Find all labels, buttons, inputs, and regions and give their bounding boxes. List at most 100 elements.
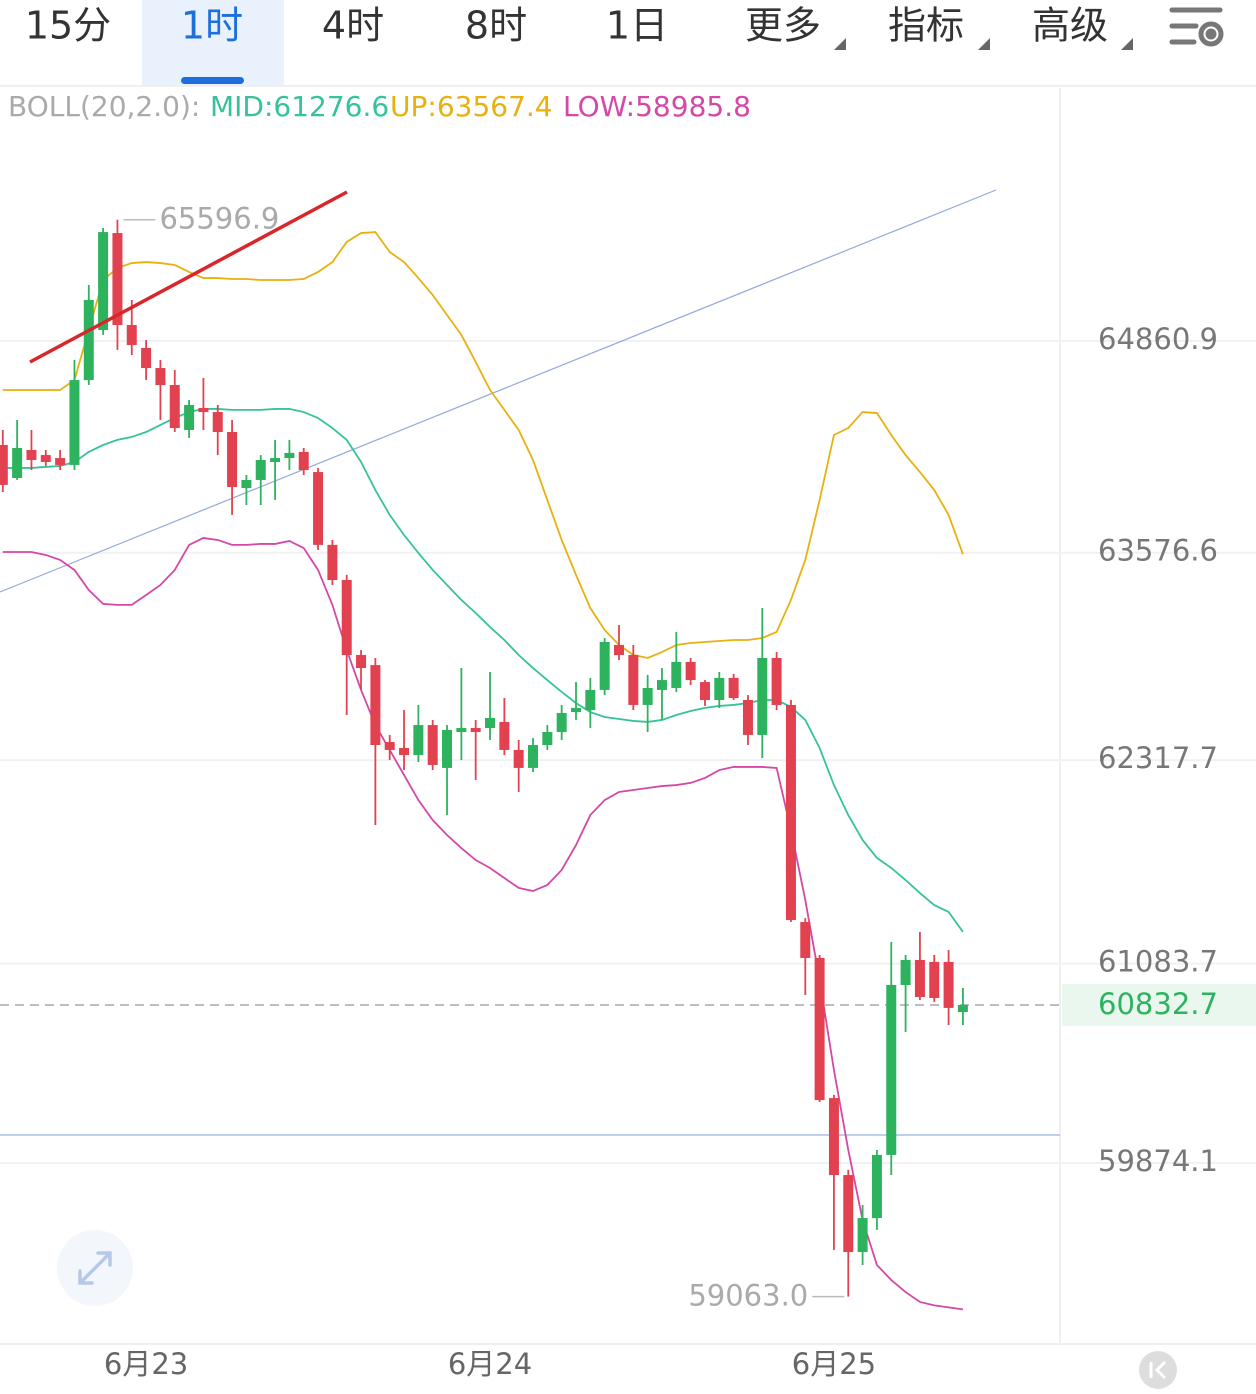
candle-body: [298, 451, 309, 471]
x-tick-label: 6月24: [448, 1347, 532, 1381]
settings-icon[interactable]: [1169, 7, 1224, 47]
plot-area: [0, 218, 1060, 1311]
candle-body: [155, 368, 166, 386]
candle-body: [542, 731, 553, 746]
trend-line: [0, 189, 997, 593]
y-tick-label: 62317.7: [1098, 741, 1218, 775]
candle-body: [943, 961, 954, 1008]
candle-body: [427, 725, 438, 765]
tab[interactable]: 1日: [606, 4, 668, 48]
candle-body: [556, 713, 567, 732]
candle-body: [169, 385, 180, 429]
candle-body: [671, 661, 682, 688]
candle-body: [384, 742, 395, 750]
candle-body: [642, 687, 653, 705]
candle-body: [800, 922, 811, 958]
candle-body: [843, 1175, 854, 1253]
y-tick-label: 59874.1: [1098, 1144, 1218, 1178]
candle-body: [12, 447, 23, 478]
candle-body: [413, 725, 424, 756]
candle-body: [198, 407, 209, 413]
candle-body: [69, 380, 80, 465]
active-tab-bg: [142, 0, 284, 85]
indicator-line: [2, 537, 964, 1311]
candle-body: [828, 1098, 839, 1176]
candle-body: [571, 707, 581, 713]
candle-body: [184, 404, 195, 431]
candle-body: [0, 445, 8, 485]
candle-body: [656, 680, 667, 690]
legend-item: UP:63567.4: [390, 90, 553, 123]
candle-body: [485, 717, 496, 729]
tab[interactable]: 15分: [25, 4, 111, 48]
candle-body: [341, 580, 352, 656]
candle-body: [83, 299, 94, 381]
tab[interactable]: 更多: [745, 4, 821, 48]
candle-body: [599, 641, 610, 690]
expand-button[interactable]: [57, 1230, 133, 1306]
candle-body: [470, 728, 481, 732]
candle-body: [728, 677, 739, 699]
tab[interactable]: 高级: [1032, 4, 1108, 48]
indicator-line: [2, 231, 964, 659]
legend-item: BOLL(20,2.0):: [8, 90, 200, 123]
candle-body: [212, 412, 223, 432]
tab[interactable]: 8时: [465, 4, 527, 48]
candle-body: [886, 984, 897, 1155]
candle-body: [26, 449, 37, 461]
high-marker-label: 65596.9: [159, 202, 279, 236]
candle-body: [499, 721, 510, 750]
x-tick-label: 6月23: [104, 1347, 188, 1381]
candle-body: [900, 959, 911, 985]
candle-body: [628, 655, 639, 705]
last-price-label: 60832.7: [1098, 987, 1218, 1021]
tab[interactable]: 指标: [888, 4, 964, 48]
trend-line-red: [29, 190, 348, 364]
grid: [0, 340, 1256, 1164]
y-tick-label: 61083.7: [1098, 945, 1218, 979]
candle-body: [241, 479, 252, 489]
candle-body: [757, 657, 768, 735]
candle-body: [857, 1218, 868, 1253]
candle-body: [270, 458, 281, 462]
candle-body: [685, 661, 696, 681]
tab[interactable]: 1时: [181, 4, 243, 48]
candle-body: [356, 655, 367, 669]
candle-body: [227, 431, 238, 488]
x-tick-label: 6月25: [792, 1347, 876, 1381]
candle-body: [957, 1004, 968, 1013]
candle-body: [742, 700, 753, 735]
candle-body: [55, 458, 66, 465]
candle-body: [528, 745, 539, 768]
candle-body: [442, 730, 453, 768]
candle-body: [126, 325, 137, 345]
candle-body: [871, 1154, 882, 1219]
y-tick-label: 64860.9: [1098, 322, 1218, 356]
reset-button[interactable]: [1139, 1351, 1177, 1389]
candle-body: [814, 957, 825, 1101]
indicator-line: [2, 408, 964, 933]
candle-body: [456, 728, 467, 732]
tab[interactable]: 4时: [322, 4, 384, 48]
candle-body: [699, 682, 710, 701]
low-marker-label: 59063.0: [688, 1279, 808, 1313]
candle-body: [255, 460, 266, 480]
candle-body: [771, 657, 782, 705]
candle-body: [399, 747, 410, 756]
candle-body: [40, 455, 51, 462]
dropdown-arrow: [978, 38, 990, 50]
candle-body: [785, 704, 796, 921]
candle-body: [98, 232, 109, 330]
legend-item: MID:61276.6: [210, 90, 389, 123]
candle-body: [914, 959, 925, 998]
active-tab-underline: [181, 77, 244, 84]
last-price-box: [1062, 983, 1256, 1026]
candle-body: [370, 665, 381, 746]
candle-body: [141, 347, 152, 369]
candle-body: [929, 961, 940, 999]
candle-body: [585, 689, 596, 711]
candle-body: [613, 644, 624, 656]
